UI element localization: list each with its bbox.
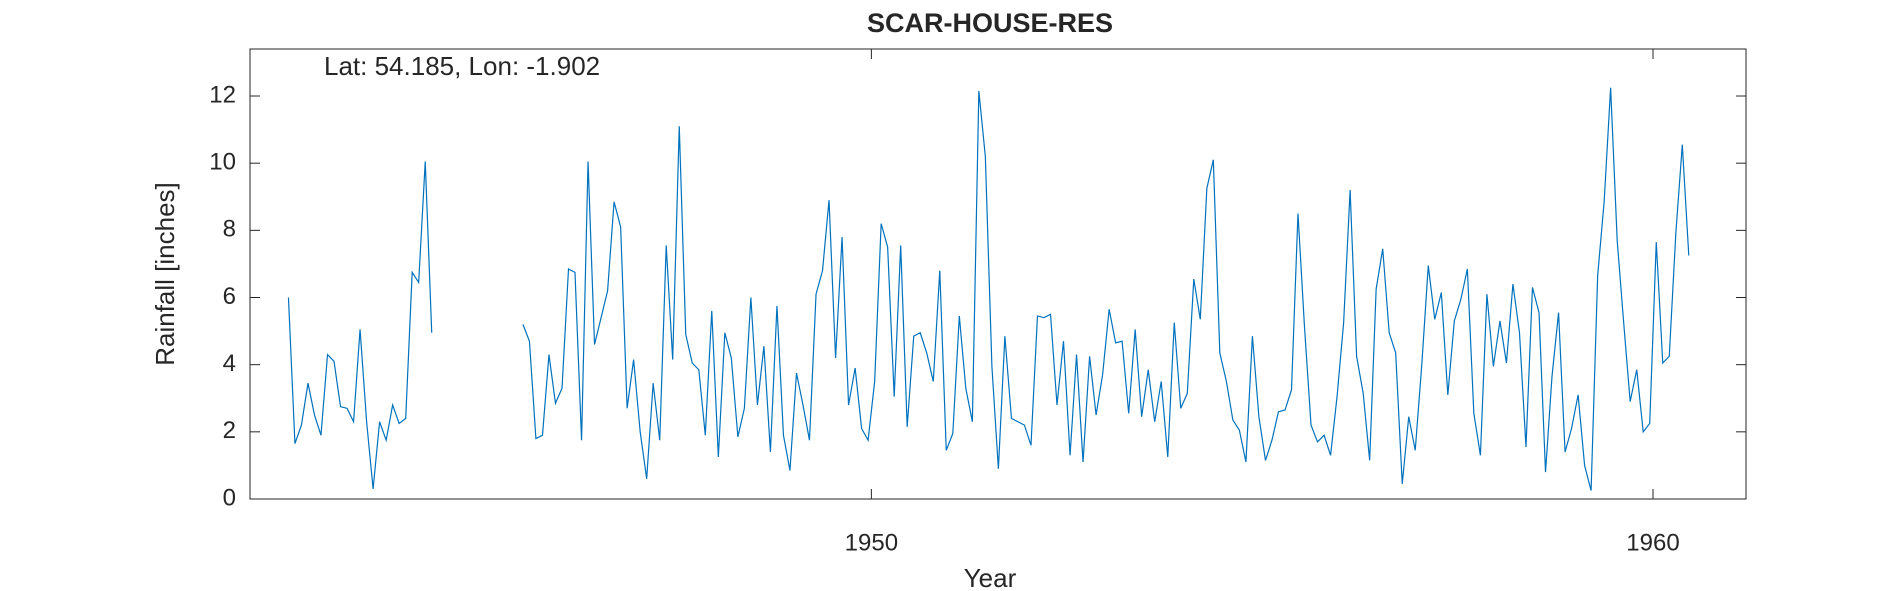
y-tick-label: 2: [223, 417, 236, 444]
x-tick-label: 1960: [1626, 529, 1679, 556]
x-axis-label: Year: [964, 563, 1017, 591]
y-tick-label: 4: [223, 350, 236, 377]
y-tick-label: 10: [209, 149, 236, 176]
y-tick-label: 6: [223, 283, 236, 310]
y-tick-label: 8: [223, 216, 236, 243]
y-tick-label: 12: [209, 81, 236, 108]
annotation: Lat: 54.185, Lon: -1.902: [324, 51, 600, 81]
y-axis-label: Rainfall [inches]: [150, 182, 180, 366]
chart-title: SCAR-HOUSE-RES: [867, 8, 1113, 38]
data-line: [287, 87, 1690, 491]
y-tick-label: 0: [223, 484, 236, 511]
x-tick-label: 1950: [845, 529, 898, 556]
axes-box: [249, 48, 1747, 500]
